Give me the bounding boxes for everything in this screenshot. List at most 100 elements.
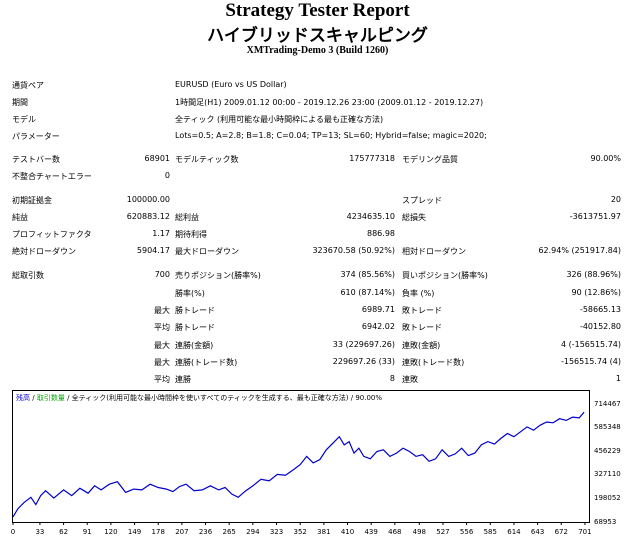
max-consecutive-losses-amount-label: 連敗(金額) bbox=[402, 341, 441, 350]
symbol-value: EURUSD (Euro vs US Dollar) bbox=[175, 80, 287, 89]
short-positions-value: 374 (85.56%) bbox=[340, 270, 395, 279]
y-tick-label: 327110 bbox=[594, 470, 621, 478]
long-positions-label: 買いポジション(勝率%) bbox=[402, 271, 488, 280]
server-build: XMTrading-Demo 3 (Build 1260) bbox=[246, 45, 389, 56]
average-win-label: 勝トレード bbox=[175, 323, 215, 332]
total-trades-value: 700 bbox=[154, 270, 170, 279]
max-consecutive-wins-trades-label: 連勝(トレード数) bbox=[175, 358, 238, 367]
maximal-drawdown-value: 323670.58 (50.92%) bbox=[312, 246, 395, 255]
average-win-value: 6942.02 bbox=[361, 322, 395, 331]
mismatch-value: 0 bbox=[164, 171, 170, 180]
balance-line bbox=[12, 411, 585, 518]
x-tick-label: 62 bbox=[59, 528, 69, 536]
long-positions-value: 326 (88.96%) bbox=[566, 270, 621, 279]
max-consecutive-label: 最大 bbox=[154, 341, 170, 350]
x-tick-label: 33 bbox=[35, 528, 45, 536]
profit-trades-value: 610 (87.14%) bbox=[340, 288, 395, 297]
x-tick-label: 149 bbox=[127, 528, 142, 536]
balance-chart bbox=[12, 411, 586, 525]
x-tick-label: 178 bbox=[151, 528, 165, 536]
y-tick-label: 68953 bbox=[594, 518, 617, 526]
spread-value: 20 bbox=[610, 195, 621, 204]
average-consecutive-losses-value: 1 bbox=[615, 374, 621, 383]
x-tick-label: 556 bbox=[459, 528, 474, 536]
net-profit-label: 純益 bbox=[12, 213, 28, 222]
loss-trades-label: 負率 (%) bbox=[402, 289, 435, 298]
x-tick-label: 410 bbox=[340, 528, 355, 536]
largest-loss-value: -58665.13 bbox=[579, 305, 621, 314]
expected-payoff-value: 886.98 bbox=[367, 229, 395, 238]
strategy-name: ハイブリッドスキャルピング bbox=[207, 26, 428, 46]
x-tick-label: 294 bbox=[246, 528, 260, 536]
profit-trades-label: 勝率(%) bbox=[175, 289, 205, 298]
max-consecutive-wins-amount-value: 33 (229697.26) bbox=[332, 340, 395, 349]
largest-win-label: 勝トレード bbox=[175, 306, 215, 315]
max-consecutive-losses-amount-value: 4 (-156515.74) bbox=[560, 340, 621, 349]
period-value: 1時間足(H1) 2009.01.12 00:00 - 2019.12.26 2… bbox=[175, 98, 484, 107]
model-value: 全ティック (利用可能な最小時間枠による最も正確な方法) bbox=[175, 115, 384, 124]
legend-model: 全ティック(利用可能な最小時間枠を使いすべてのティックを生成する、最も正確な方法… bbox=[71, 394, 349, 402]
period-label: 期間 bbox=[12, 98, 28, 107]
x-tick-label: 672 bbox=[554, 528, 568, 536]
total-trades-label: 総取引数 bbox=[12, 271, 44, 280]
y-tick-label: 456229 bbox=[594, 447, 621, 455]
average-loss-label: 敗トレード bbox=[402, 323, 442, 332]
x-tick-label: 207 bbox=[175, 528, 189, 536]
average-label: 平均 bbox=[154, 323, 170, 332]
deposit-label: 初期証拠金 bbox=[12, 196, 52, 205]
x-tick-label: 352 bbox=[293, 528, 307, 536]
ticks-label: モデルティック数 bbox=[175, 155, 239, 164]
profit-factor-label: プロフィットファクタ bbox=[12, 230, 92, 239]
x-tick-label: 468 bbox=[388, 528, 402, 536]
largest-label: 最大 bbox=[154, 306, 170, 315]
absolute-drawdown-label: 絶対ドローダウン bbox=[12, 247, 76, 256]
largest-win-value: 6989.71 bbox=[361, 305, 395, 314]
loss-trades-value: 90 (12.86%) bbox=[571, 288, 621, 297]
average-consecutive-losses-label: 連敗 bbox=[402, 375, 418, 384]
x-tick-label: 0 bbox=[10, 528, 16, 536]
bars-label: テストバー数 bbox=[12, 155, 60, 164]
x-tick-label: 91 bbox=[82, 528, 92, 536]
net-profit-value: 620883.12 bbox=[126, 212, 170, 221]
max-consecutive-wins-trades-value: 229697.26 (33) bbox=[332, 357, 395, 366]
legend-quality: 90.00% bbox=[355, 394, 383, 402]
gross-profit-value: 4234635.10 bbox=[346, 212, 395, 221]
average-consecutive-label: 平均 bbox=[154, 375, 170, 384]
x-tick-label: 381 bbox=[317, 528, 331, 536]
y-tick-label: 714467 bbox=[594, 400, 621, 408]
x-tick-label: 643 bbox=[530, 528, 545, 536]
gross-profit-label: 総利益 bbox=[175, 213, 199, 222]
expected-payoff-label: 期待利得 bbox=[175, 230, 207, 239]
maximal-drawdown-label: 最大ドローダウン bbox=[175, 247, 239, 256]
x-tick-label: 439 bbox=[364, 528, 378, 536]
x-tick-label: 236 bbox=[198, 528, 213, 536]
model-label: モデル bbox=[12, 115, 36, 124]
gross-loss-label: 総損失 bbox=[402, 213, 426, 222]
maximal-consecutive-label: 最大 bbox=[154, 358, 170, 367]
bars-value: 68901 bbox=[144, 154, 170, 163]
x-tick-label: 585 bbox=[483, 528, 497, 536]
max-consecutive-losses-trades-value: -156515.74 (4) bbox=[560, 357, 621, 366]
chart-legend: 残高 / 取引数量 / 全ティック(利用可能な最小時間枠を使いすべてのティックを… bbox=[16, 394, 383, 402]
parameters-label: パラメーター bbox=[12, 132, 60, 141]
x-tick-label: 265 bbox=[222, 528, 236, 536]
x-tick-label: 498 bbox=[412, 528, 426, 536]
mismatch-label: 不整合チャートエラー bbox=[12, 172, 92, 181]
average-loss-value: -40152.80 bbox=[579, 322, 621, 331]
absolute-drawdown-value: 5904.17 bbox=[136, 246, 170, 255]
symbol-label: 通貨ペア bbox=[12, 81, 44, 90]
report-title: Strategy Tester Report bbox=[225, 0, 410, 21]
relative-drawdown-value: 62.94% (251917.84) bbox=[538, 246, 621, 255]
largest-loss-label: 敗トレード bbox=[402, 306, 442, 315]
max-consecutive-wins-amount-label: 連勝(金額) bbox=[175, 341, 214, 350]
short-positions-label: 売りポジション(勝率%) bbox=[175, 271, 261, 280]
x-tick-label: 527 bbox=[436, 528, 450, 536]
x-tick-label: 701 bbox=[578, 528, 592, 536]
quality-value: 90.00% bbox=[590, 154, 621, 163]
balance-chart-frame bbox=[12, 390, 590, 523]
average-consecutive-wins-label: 連勝 bbox=[175, 375, 191, 384]
average-consecutive-wins-value: 8 bbox=[389, 374, 395, 383]
profit-factor-value: 1.17 bbox=[152, 229, 170, 238]
quality-label: モデリング品質 bbox=[402, 155, 458, 164]
x-tick-label: 614 bbox=[507, 528, 521, 536]
